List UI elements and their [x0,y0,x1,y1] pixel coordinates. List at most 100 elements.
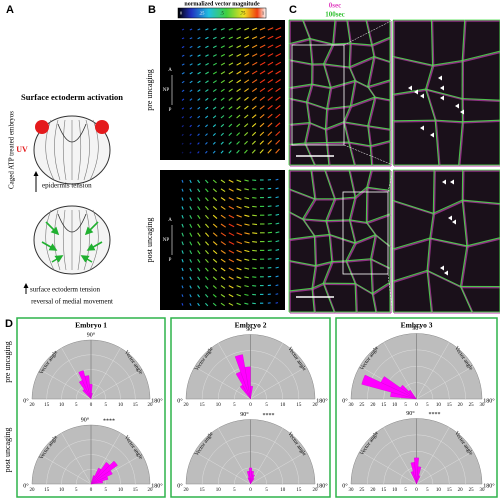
polar-spoke [416,366,474,400]
arrowhead [414,89,418,95]
vector [212,276,217,281]
vector [275,293,279,295]
vector [181,206,184,210]
vector [212,88,217,93]
vector [220,249,226,254]
vector [275,87,281,93]
rose-petal [250,477,255,485]
arrowhead [408,85,412,91]
vector [212,302,217,307]
membrane [289,288,314,293]
membrane [371,36,391,46]
vector [205,28,209,31]
vector [181,107,185,110]
vector [212,214,218,219]
vector [228,150,232,154]
colorbar [177,7,267,19]
membrane [433,170,436,215]
membrane [349,44,352,69]
arrowhead [460,109,464,115]
membrane [325,142,330,166]
vector-field-bg [160,170,285,310]
membrane [288,83,312,89]
membrane [324,128,328,143]
vector [244,232,250,235]
embryo-panel [16,317,166,498]
membrane [309,38,313,65]
vector [197,250,201,255]
membrane [314,233,330,237]
movement-arrow [86,241,103,251]
membrane [325,198,336,221]
membrane [330,79,356,89]
membrane [289,98,308,104]
vector [189,98,193,101]
membrane [366,186,391,191]
membrane [433,60,464,68]
vector [251,44,258,49]
membrane [355,284,358,314]
colorbar-tick: .5 [220,11,224,16]
vector [252,214,257,217]
vector [189,115,193,119]
vector [267,122,273,128]
membrane [326,122,346,131]
membrane [302,218,326,222]
tick-label: 15 [133,403,139,408]
membrane [392,55,433,66]
vector [228,53,234,57]
membrane [350,96,375,107]
panel-label: A [6,4,14,16]
angle-label: 0° [342,397,348,404]
vector [228,97,233,101]
tick-label: 0 [90,403,93,408]
vector [212,132,216,136]
tick-label: 20 [184,403,190,408]
tick-label: 10 [280,403,286,408]
tick-label: 15 [200,488,206,493]
vector [275,61,282,66]
vector [197,133,200,136]
vector [236,267,242,271]
tick-label: 0 [249,488,252,493]
vector [228,276,234,280]
membrane [335,197,357,201]
vector [197,197,201,202]
vector [181,179,184,183]
membrane [435,119,463,123]
vector [228,241,235,245]
vector [205,54,209,57]
colorbar-tick: .25 [199,11,205,16]
vector [212,115,217,119]
vector [220,267,226,272]
vector [275,70,282,75]
membrane [372,294,378,314]
vector [244,140,248,145]
membrane [425,65,435,91]
tick-label: 10 [59,403,65,408]
tick-label: 10 [392,488,398,493]
vector [275,205,279,207]
membrane [463,200,500,206]
vector [197,63,201,66]
vector [212,267,218,272]
vector [189,54,193,57]
panel-label: B [148,4,156,16]
membrane [323,283,336,314]
vector [275,79,281,84]
vector [205,124,209,128]
vector [259,61,266,66]
vector [212,124,217,128]
vector [244,53,250,57]
vector [251,36,258,40]
vector [220,188,226,193]
vector [228,293,234,298]
membrane [355,234,377,245]
membrane [302,20,312,40]
vector [236,214,242,218]
rose-petal [90,460,118,485]
vector [236,276,242,280]
embryo-fold [62,209,67,271]
vector [259,149,264,154]
tick-label: 5 [404,488,407,493]
